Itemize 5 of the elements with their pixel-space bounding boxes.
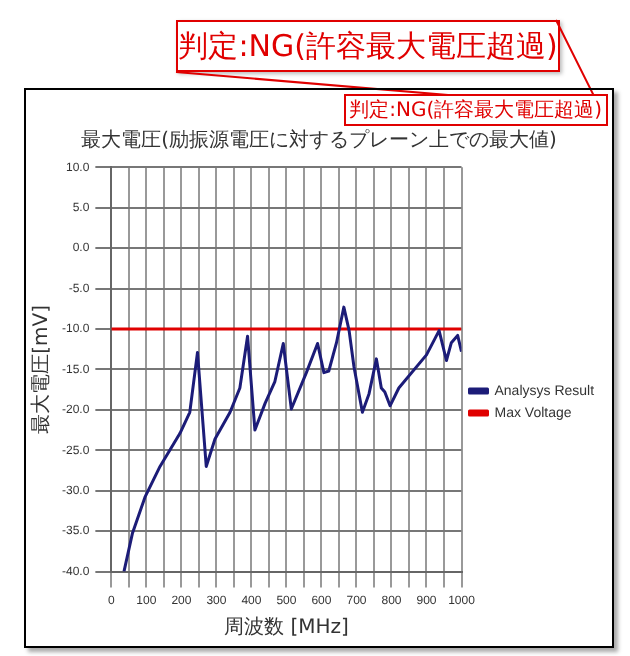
text: 判定:NG(許容最大電圧超過) bbox=[343, 94, 608, 126]
x-axis-title: 周波数 [MHz] bbox=[224, 615, 349, 640]
y-axis-title: 最大電圧[mV] bbox=[29, 304, 54, 434]
chart-title: 最大電圧(励振源電圧に対するプレーン上での最大値) bbox=[79, 127, 559, 154]
text: 判定:NG(許容最大電圧超過) bbox=[176, 20, 560, 72]
